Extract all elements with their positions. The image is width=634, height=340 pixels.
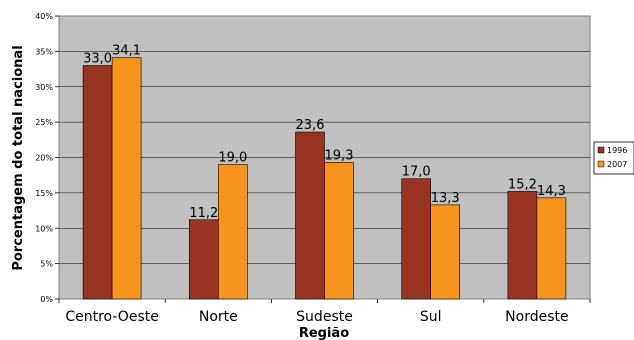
bar-1996 [401, 178, 432, 300]
data-label: 14,3 [537, 184, 566, 199]
y-axis-ticks: 0% 5% 10% 15% 20% 25% 30% 35% 40% [35, 12, 59, 304]
x-axis-title: Região [299, 326, 349, 340]
data-label: 15,2 [508, 177, 537, 192]
gridlines [59, 51, 590, 264]
bar-1996 [295, 131, 325, 300]
bar-1996 [189, 219, 219, 300]
y-tick-label: 5% [40, 260, 53, 269]
data-label: 17,0 [402, 165, 431, 180]
bar-2007 [536, 197, 567, 300]
data-label: 19,0 [218, 151, 247, 166]
x-category-label: Sudeste [296, 309, 353, 325]
bar-2007 [324, 162, 354, 300]
y-tick-label: 10% [35, 224, 53, 233]
x-axis-categories: Centro-Oeste Norte Sudeste Sul Nordeste [58, 299, 591, 325]
legend: 1996 2007 [593, 141, 634, 175]
x-category-label: Sul [420, 309, 442, 325]
x-category-label: Nordeste [505, 309, 568, 325]
legend-label: 2007 [607, 160, 627, 169]
data-label: 33,0 [83, 52, 112, 67]
x-category-label: Centro-Oeste [65, 309, 159, 325]
y-tick-label: 20% [35, 154, 53, 163]
bar-1996 [82, 65, 113, 300]
legend-swatch [597, 146, 605, 154]
y-tick-label: 40% [35, 12, 53, 21]
y-tick-label: 25% [35, 118, 53, 127]
y-tick-label: 30% [35, 83, 53, 92]
data-label: 13,3 [431, 191, 460, 206]
y-axis-title: Porcentagem do total nacional [11, 45, 26, 270]
y-tick-label: 0% [40, 295, 53, 304]
bar-2007 [430, 204, 461, 300]
data-label: 11,2 [189, 206, 218, 221]
data-labels: 33,034,1 11,2 19,0 23,619,3 17,013,3 15,2 14,3 [83, 44, 566, 221]
data-label: 19,3 [325, 148, 354, 163]
bars [82, 57, 567, 300]
data-label: 23,6 [296, 118, 325, 133]
data-label: 34,1 [112, 44, 141, 59]
bar-2007 [111, 57, 142, 300]
y-tick-label: 35% [35, 47, 53, 56]
bar-2007 [218, 164, 248, 300]
legend-swatch [597, 160, 605, 168]
x-category-label: Norte [199, 309, 238, 325]
legend-label: 1996 [607, 146, 627, 155]
bar-1996 [507, 191, 538, 300]
y-tick-label: 15% [35, 189, 53, 198]
